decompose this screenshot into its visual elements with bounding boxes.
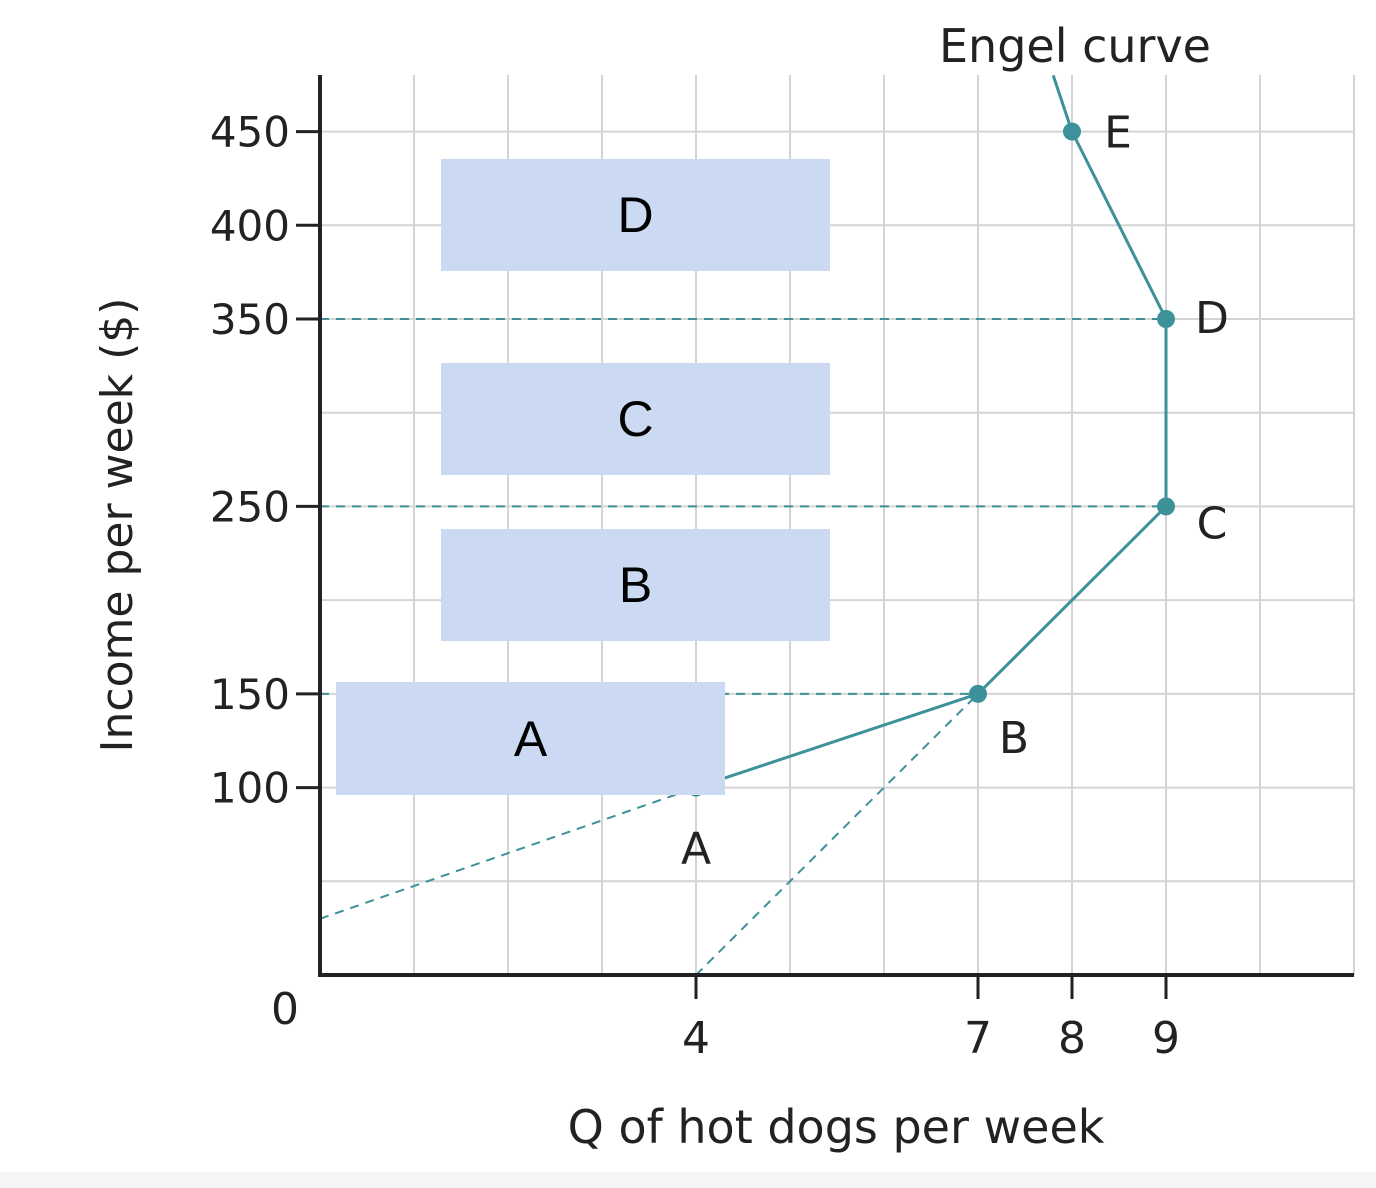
x-tick-label: 9 bbox=[1152, 1013, 1180, 1064]
point-label-b: B bbox=[999, 713, 1029, 764]
overlay-label: D bbox=[617, 187, 654, 243]
x-axis-label: Q of hot dogs per week bbox=[568, 1100, 1105, 1154]
overlay-box-b: B bbox=[441, 529, 830, 641]
series-name-label: Engel curve bbox=[939, 19, 1211, 73]
y-tick-label: 350 bbox=[210, 295, 290, 344]
overlay-box-c: C bbox=[441, 363, 830, 475]
y-tick-label: 250 bbox=[210, 482, 290, 531]
overlay-label: B bbox=[618, 557, 653, 613]
data-point-c bbox=[1157, 497, 1175, 516]
dashed-guide bbox=[695, 693, 979, 976]
point-label-e: E bbox=[1104, 108, 1132, 159]
dashed-guide bbox=[319, 786, 697, 920]
ticks: 4 7 8 9 100 150 250 350 400 450 bbox=[210, 108, 1180, 1064]
overlay-box-d: D bbox=[441, 159, 830, 271]
point-label-d: D bbox=[1195, 293, 1229, 344]
x-tick-label: 7 bbox=[964, 1013, 992, 1064]
x-tick-label: 4 bbox=[682, 1013, 710, 1064]
point-label-c: C bbox=[1197, 498, 1228, 549]
y-axis-label: Income per week ($) bbox=[92, 298, 143, 753]
data-point-d bbox=[1157, 310, 1175, 328]
bottom-strip bbox=[0, 1172, 1376, 1188]
data-point-e bbox=[1063, 122, 1081, 141]
engel-curve-line bbox=[695, 74, 1168, 789]
overlay-box-a: A bbox=[336, 682, 725, 795]
overlay-label: A bbox=[513, 710, 548, 767]
overlay-label: C bbox=[617, 391, 654, 447]
point-label-a: A bbox=[681, 824, 711, 875]
origin-label: 0 bbox=[271, 984, 299, 1035]
y-tick-label: 100 bbox=[210, 764, 290, 813]
series: A B C D E bbox=[681, 74, 1229, 875]
y-tick-label: 150 bbox=[210, 670, 290, 719]
y-tick-label: 450 bbox=[210, 108, 290, 157]
data-point-b bbox=[969, 684, 987, 703]
y-tick-label: 400 bbox=[210, 201, 290, 250]
x-tick-label: 8 bbox=[1058, 1013, 1086, 1064]
